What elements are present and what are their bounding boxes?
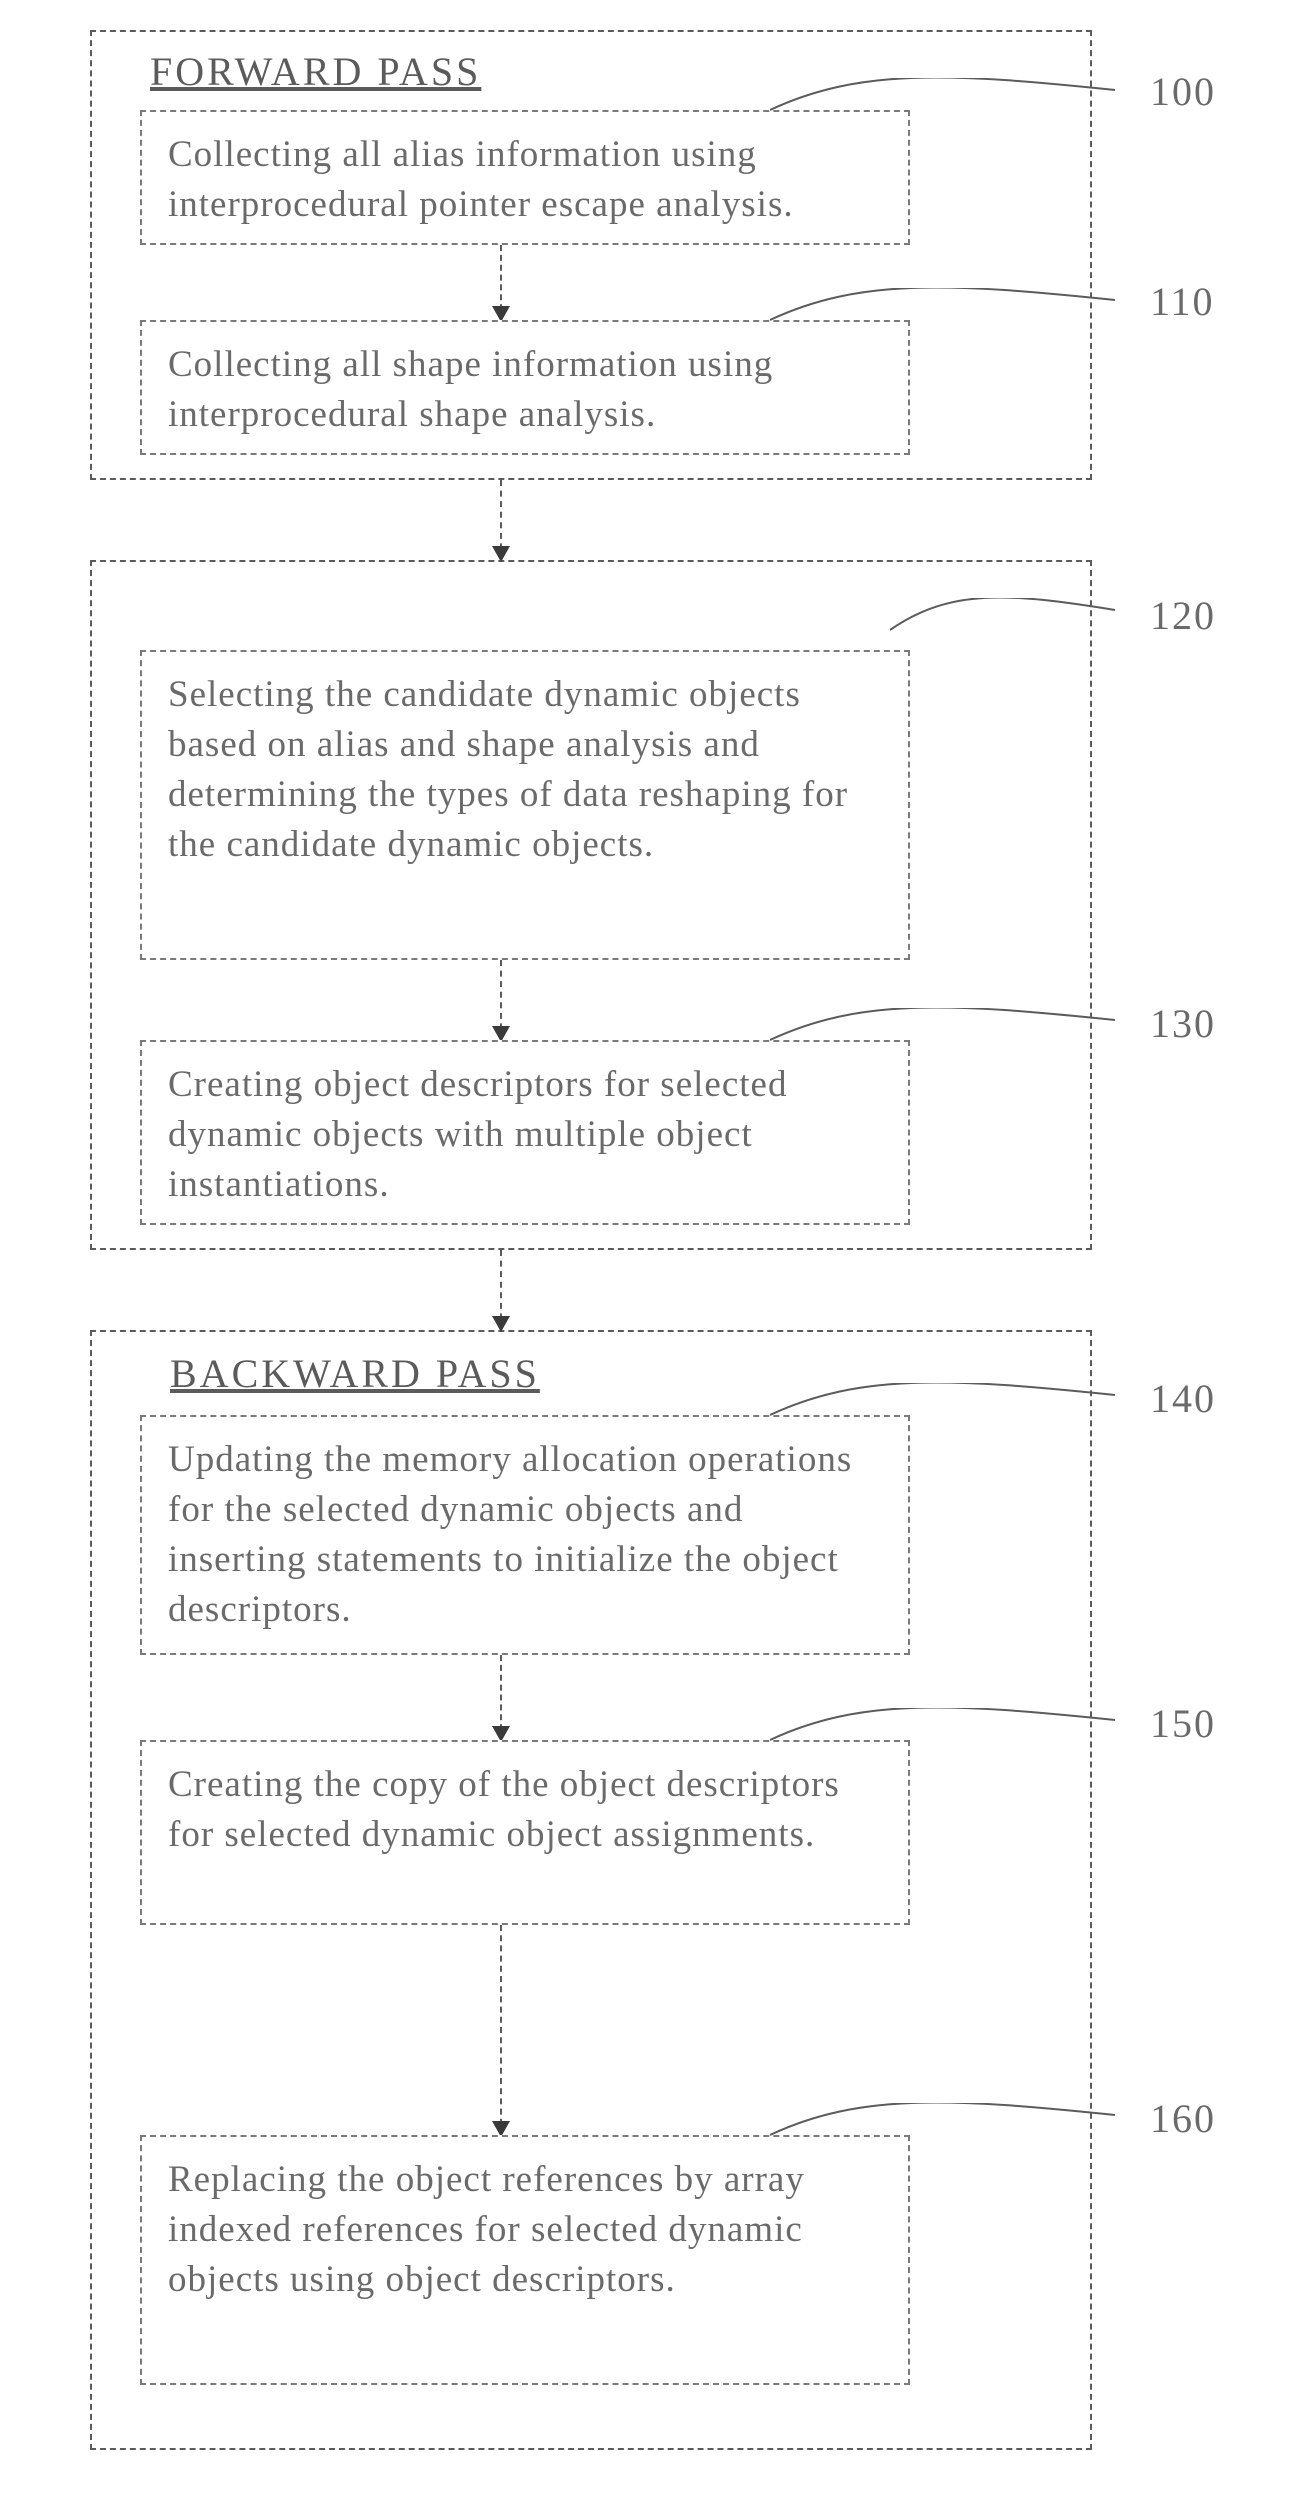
lead-line-150 bbox=[770, 1708, 1130, 1758]
step-text: Creating object descriptors for selected… bbox=[168, 1064, 787, 1205]
arrow-150-160 bbox=[500, 1925, 502, 2135]
lead-line-160 bbox=[770, 2103, 1130, 2153]
ref-150: 150 bbox=[1150, 1700, 1216, 1747]
arrow-g1-g2 bbox=[500, 480, 502, 560]
step-box-130: Creating object descriptors for selected… bbox=[140, 1040, 910, 1225]
step-text: Replacing the object references by array… bbox=[168, 2159, 805, 2300]
diagram-canvas: FORWARD PASS BACKWARD PASS Collecting al… bbox=[0, 0, 1315, 2495]
lead-line-140 bbox=[770, 1383, 1130, 1433]
lead-line-100 bbox=[770, 78, 1130, 128]
section-title-forward: FORWARD PASS bbox=[150, 48, 481, 95]
step-box-120: Selecting the candidate dynamic objects … bbox=[140, 650, 910, 960]
lead-line-110 bbox=[770, 288, 1130, 338]
arrow-100-110 bbox=[500, 245, 502, 320]
ref-120: 120 bbox=[1150, 592, 1216, 639]
step-text: Collecting all shape information using i… bbox=[168, 344, 773, 435]
step-text: Creating the copy of the object descript… bbox=[168, 1764, 840, 1855]
lead-line-130 bbox=[770, 1008, 1130, 1058]
step-text: Collecting all alias information using i… bbox=[168, 134, 794, 225]
step-box-160: Replacing the object references by array… bbox=[140, 2135, 910, 2385]
arrow-g2-g3 bbox=[500, 1250, 502, 1330]
arrow-140-150 bbox=[500, 1655, 502, 1740]
step-box-140: Updating the memory allocation operation… bbox=[140, 1415, 910, 1655]
ref-130: 130 bbox=[1150, 1000, 1216, 1047]
arrow-120-130 bbox=[500, 960, 502, 1040]
step-text: Selecting the candidate dynamic objects … bbox=[168, 674, 848, 865]
ref-110: 110 bbox=[1150, 278, 1215, 325]
ref-160: 160 bbox=[1150, 2095, 1216, 2142]
step-box-150: Creating the copy of the object descript… bbox=[140, 1740, 910, 1925]
step-box-110: Collecting all shape information using i… bbox=[140, 320, 910, 455]
ref-100: 100 bbox=[1150, 68, 1216, 115]
ref-140: 140 bbox=[1150, 1375, 1216, 1422]
step-text: Updating the memory allocation operation… bbox=[168, 1439, 852, 1630]
section-title-backward: BACKWARD PASS bbox=[170, 1350, 540, 1397]
step-box-100: Collecting all alias information using i… bbox=[140, 110, 910, 245]
lead-line-120 bbox=[890, 598, 1130, 648]
